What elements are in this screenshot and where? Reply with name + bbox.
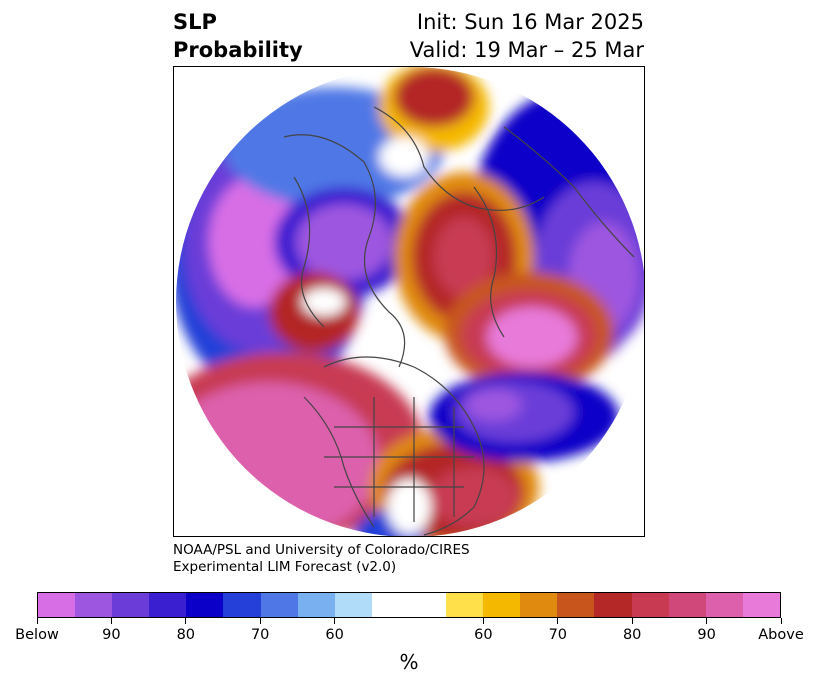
colorbar-tick-label: Below xyxy=(15,627,59,643)
colorbar-segment xyxy=(149,593,187,617)
colorbar-tick xyxy=(557,618,559,624)
colorbar-segment xyxy=(38,593,76,617)
colorbar-tick-label: 70 xyxy=(548,627,568,643)
coastlines xyxy=(283,106,635,536)
colorbar-tick xyxy=(185,618,187,624)
title-variable: SLP xyxy=(173,10,217,34)
colorbar-tick-label: 60 xyxy=(474,627,493,643)
colorbar-tick xyxy=(110,618,112,624)
colorbar-tick xyxy=(631,618,633,624)
forecast-dates: Init: Sun 16 Mar 2025 Valid: 19 Mar – 25… xyxy=(410,8,644,64)
credit-line-2: Experimental LIM Forecast (v2.0) xyxy=(173,559,397,575)
colorbar-tick xyxy=(706,618,708,624)
colorbar-tick-label: 80 xyxy=(622,627,642,643)
colorbar-tick-label: 70 xyxy=(250,627,270,643)
colorbar-tick-label: 90 xyxy=(102,627,121,643)
colorbar-segment xyxy=(334,593,372,617)
probability-field xyxy=(176,67,644,536)
colorbar-segment xyxy=(223,593,261,617)
colorbar-unit: % xyxy=(399,650,419,674)
colorbar-segment xyxy=(705,593,743,617)
colorbar-segment xyxy=(112,593,150,617)
colorbar-tick xyxy=(259,618,261,624)
valid-range: Valid: 19 Mar – 25 Mar xyxy=(409,38,644,62)
colorbar-tick-label: 90 xyxy=(697,627,716,643)
colorbar-tick-label: 80 xyxy=(176,627,196,643)
map-title: SLP Probability xyxy=(173,8,303,64)
colorbar-segment xyxy=(75,593,113,617)
colorbar-tick-label: 60 xyxy=(325,627,344,643)
colorbar xyxy=(37,592,781,618)
colorbar-segment xyxy=(297,593,335,617)
colorbar-segment xyxy=(520,593,558,617)
colorbar-segment xyxy=(668,593,706,617)
colorbar-segment xyxy=(371,593,447,617)
colorbar-tick-label: Above xyxy=(758,627,804,643)
colorbar-segment xyxy=(631,593,669,617)
colorbar-segment xyxy=(742,593,780,617)
colorbar-segment xyxy=(186,593,224,617)
colorbar-segment xyxy=(557,593,595,617)
colorbar-tick xyxy=(36,618,38,624)
colorbar-tick xyxy=(334,618,336,624)
colorbar-segment xyxy=(260,593,298,617)
title-quantity: Probability xyxy=(173,38,303,62)
colorbar-tick xyxy=(482,618,484,624)
polar-map-svg xyxy=(176,67,644,536)
colorbar-tick xyxy=(780,618,782,624)
colorbar-segment xyxy=(446,593,484,617)
probability-map xyxy=(173,66,645,537)
credit-line-1: NOAA/PSL and University of Colorado/CIRE… xyxy=(173,542,470,558)
init-date: Init: Sun 16 Mar 2025 xyxy=(416,10,644,34)
colorbar-segment xyxy=(483,593,521,617)
colorbar-segment xyxy=(594,593,632,617)
credit-text: NOAA/PSL and University of Colorado/CIRE… xyxy=(173,542,470,576)
